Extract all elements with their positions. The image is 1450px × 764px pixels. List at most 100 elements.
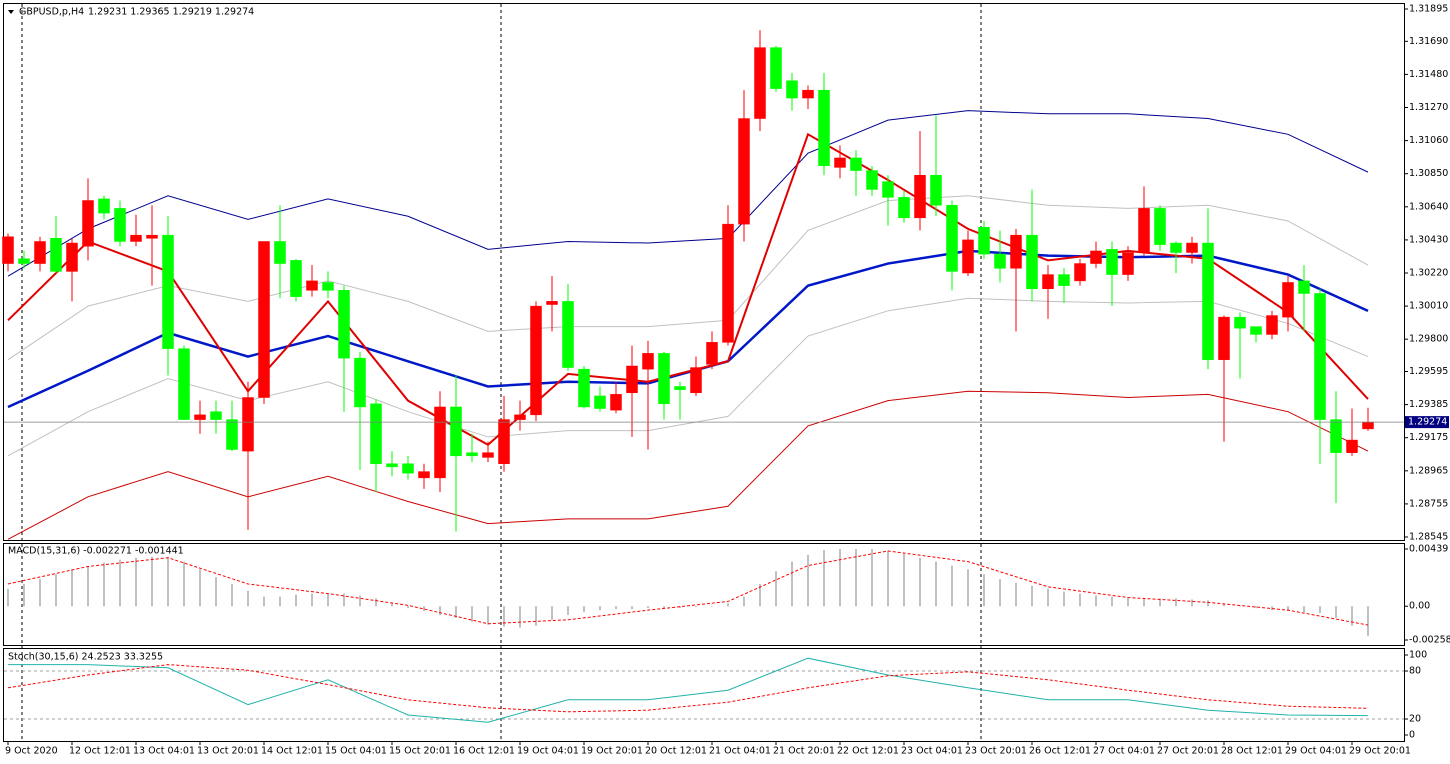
y-tick-label: 1.29385: [1409, 399, 1448, 410]
histogram-bar: [1367, 606, 1369, 636]
histogram-bar: [55, 574, 57, 607]
histogram-bar: [247, 590, 249, 607]
histogram-bar: [999, 579, 1001, 607]
y-tick-label: 80: [1409, 666, 1421, 677]
histogram-bar: [1223, 603, 1225, 607]
histogram-bar: [1191, 599, 1193, 607]
candle-body: [178, 348, 190, 420]
histogram-bar: [631, 606, 633, 610]
x-tick-label: 21 Oct 04:01: [709, 746, 771, 757]
candle-body: [962, 239, 974, 274]
last-price-box: [1405, 416, 1449, 429]
x-tick-label: 13 Oct 20:01: [197, 746, 259, 757]
y-tick-label: 0.00: [1409, 601, 1430, 612]
candle-body: [66, 242, 78, 272]
candle-body: [914, 175, 926, 219]
histogram-bar: [39, 579, 41, 607]
candle-body: [1362, 421, 1374, 430]
candle-body: [1058, 274, 1070, 286]
y-tick-label: 1.30010: [1409, 301, 1448, 312]
candle-body: [642, 353, 654, 370]
histogram-bar: [71, 569, 73, 607]
histogram-bar: [1015, 582, 1017, 607]
histogram-bar: [743, 596, 745, 607]
x-tick-label: 12 Oct 12:01: [69, 746, 131, 757]
candle-body: [1346, 439, 1358, 453]
candle-body: [386, 463, 398, 468]
y-tick-label: 1.31690: [1409, 36, 1448, 47]
candle-body: [466, 452, 478, 457]
histogram-bar: [775, 571, 777, 607]
x-tick-label: 9 Oct 2020: [5, 746, 58, 757]
candle-body: [354, 357, 366, 408]
candle-body: [1010, 234, 1022, 269]
candle-body: [1074, 263, 1086, 282]
y-tick-label: 1.28755: [1409, 498, 1448, 509]
y-tick-label: 1.30430: [1409, 234, 1448, 245]
candle-body: [562, 301, 574, 368]
histogram-bar: [1079, 593, 1081, 607]
y-tick-label: 1.31895: [1409, 4, 1448, 15]
candle-body: [802, 89, 814, 99]
y-tick-label: 1.29800: [1409, 334, 1448, 345]
histogram-bar: [983, 574, 985, 607]
histogram-bar: [871, 549, 873, 607]
histogram-bar: [759, 583, 761, 607]
histogram-bar: [1063, 591, 1065, 607]
candle-body: [994, 253, 1006, 269]
indicator-line: [7, 550, 1369, 626]
candle-body: [546, 301, 558, 305]
candle-body: [610, 394, 622, 411]
histogram-bar: [1287, 606, 1289, 612]
histogram-bar: [647, 606, 649, 609]
histogram-bar: [183, 561, 185, 607]
histogram-bar: [1047, 588, 1049, 607]
histogram-bar: [967, 569, 969, 607]
histogram-bar: [1095, 595, 1097, 607]
histogram-bar: [1319, 606, 1321, 614]
x-tick-label: 22 Oct 12:01: [837, 746, 899, 757]
y-tick-label: 0: [1409, 730, 1415, 741]
candle-body: [498, 419, 510, 464]
histogram-bar: [951, 565, 953, 607]
x-tick-label: 13 Oct 04:01: [133, 746, 195, 757]
histogram-bar: [503, 606, 505, 627]
histogram-bar: [727, 603, 729, 607]
candle-body: [1250, 326, 1262, 335]
candle-body: [34, 241, 46, 264]
candle-body: [226, 419, 238, 450]
candle-body: [882, 181, 894, 198]
histogram-bar: [167, 556, 169, 607]
histogram-bar: [215, 577, 217, 607]
menu-arrow[interactable]: [8, 10, 14, 14]
candle-body: [82, 200, 94, 247]
histogram-bar: [103, 562, 105, 607]
candle-body: [402, 463, 414, 474]
candle-body: [658, 353, 670, 405]
histogram-bar: [1143, 598, 1145, 607]
candle-body: [1042, 274, 1054, 290]
candle-body: [594, 395, 606, 409]
candle-body: [18, 258, 30, 264]
histogram-bar: [1303, 606, 1305, 613]
candle-body: [578, 368, 590, 408]
macd-title: MACD(15,31,6) -0.002271 -0.001441: [8, 546, 184, 557]
histogram-bar: [695, 606, 697, 608]
histogram-bar: [919, 557, 921, 607]
candle-body: [114, 208, 126, 242]
candle-body: [146, 234, 158, 239]
candle-body: [1106, 249, 1118, 275]
histogram-bar: [1351, 606, 1353, 626]
histogram-bar: [615, 606, 617, 610]
candle-body: [674, 386, 686, 390]
indicator-line: [7, 297, 1369, 457]
y-tick-label: 1.31270: [1409, 102, 1448, 113]
histogram-bar: [567, 606, 569, 615]
histogram-bar: [135, 557, 137, 607]
histogram-bar: [807, 554, 809, 607]
candle-body: [1202, 242, 1214, 360]
main-panel: [3, 3, 1405, 541]
candle-body: [210, 411, 222, 420]
